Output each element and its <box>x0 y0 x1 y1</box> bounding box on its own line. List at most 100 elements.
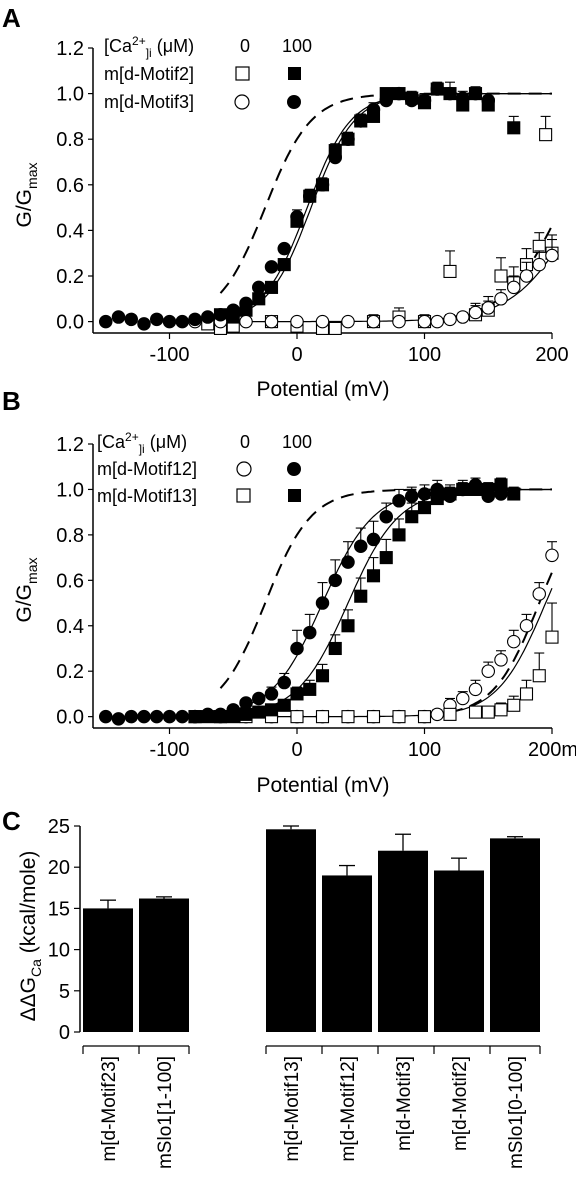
panel-b-point-square <box>468 482 483 496</box>
legend-open-circle <box>236 461 252 477</box>
panel-b-point-circle <box>239 696 253 710</box>
panel-b-point-square <box>532 669 546 683</box>
panel-b-y-tick-label: 1.0 <box>56 479 84 501</box>
panel-a-point-circle <box>201 310 215 324</box>
panel-b-point-square <box>417 501 432 515</box>
panel-c-plot: 0 5 10 15 20 25 m[d-Motif23] mSlo1[1-100] m[d-Mo… <box>48 816 541 1169</box>
panel-b-point-square <box>226 710 240 724</box>
panel-a-point-circle <box>481 93 495 108</box>
panel-a-point-circle <box>519 269 534 283</box>
panel-b-point-circle <box>137 709 151 724</box>
panel-a-point-circle <box>443 86 457 101</box>
panel-c-bar <box>490 838 540 1032</box>
panel-b-y-tick-label: 0.8 <box>56 525 84 547</box>
panel-a-point-circle <box>315 314 330 329</box>
panel-b-legend-row-1: m[d-Motif13] <box>97 486 197 506</box>
panel-a-point-circle <box>175 314 190 329</box>
panel-b-point-square <box>341 619 355 633</box>
panel-b-point-circle <box>302 625 317 640</box>
panel-a-x-tick-label: 0 <box>291 344 302 366</box>
panel-c-bar <box>266 829 316 1032</box>
panel-b-point-square <box>494 478 508 492</box>
panel-c-category-label: mSlo1[1-100] <box>155 1056 176 1169</box>
panel-a-point-circle <box>213 308 228 322</box>
legend-bracket: ] <box>139 442 142 456</box>
panel-a-point-circle <box>137 317 151 331</box>
panel-a-point-circle <box>111 310 126 324</box>
panel-a-legend: [Ca2+]i (μM) 0 100 m[d-Motif2] m[d-Motif… <box>104 34 312 112</box>
panel-a-point-circle <box>506 280 521 295</box>
panel-b-point-square <box>443 707 457 721</box>
panel-a-point-circle <box>494 292 508 306</box>
panel-c-y-tick-label: 15 <box>48 898 70 920</box>
legend-unit: (μM) <box>152 36 194 56</box>
panel-a-y-tick-label: 0.8 <box>56 129 84 151</box>
panel-b-point-circle <box>124 709 139 724</box>
panel-b-point-circle <box>264 687 279 701</box>
panel-c-y-axis-title-unit: (kcal/mole) <box>17 851 40 960</box>
legend-unit: (μM) <box>145 432 187 452</box>
panel-b-y-tick-label: 0.4 <box>56 616 84 638</box>
panel-b-y-tick-label: 0.6 <box>56 570 84 592</box>
panel-a-point-square <box>252 292 266 306</box>
legend-ca: [Ca <box>97 432 126 452</box>
panel-b-point-circle <box>430 707 444 722</box>
panel-b-point-circle <box>328 573 342 588</box>
panel-b-point-circle <box>392 494 406 508</box>
panel-b-point-circle <box>341 555 355 569</box>
panel-a: A 0.0 0.2 0.4 0.6 0.8 1.0 1.2 -100 0 100 200 Poten… <box>2 3 569 401</box>
panel-a-point-circle <box>392 86 406 101</box>
panel-a-point-square <box>264 280 279 294</box>
panel-a-point-circle <box>366 102 381 117</box>
panel-b-x-tick-label: -100 <box>149 739 189 761</box>
panel-b-point-square <box>315 710 330 724</box>
panel-c-y-axis-title: ΔΔGCa (kcal/mole) <box>17 851 44 1022</box>
panel-b-point-square <box>264 703 279 717</box>
panel-c-y-tick-label: 0 <box>59 1022 70 1044</box>
panel-b-point-square <box>277 698 291 712</box>
panel-b-point-square <box>507 698 521 712</box>
panel-b-point-circle <box>481 664 495 678</box>
panel-a-y-axis-title-sub: max <box>24 163 40 189</box>
panel-a-point-circle <box>392 314 406 329</box>
panel-b-point-square <box>545 630 559 644</box>
panel-a-point-circle <box>341 314 355 329</box>
panel-a-point-circle <box>162 314 177 329</box>
panel-b-point-square <box>392 528 406 542</box>
panel-a-point-circle <box>277 241 291 256</box>
panel-b-x-tick-label: 100 <box>408 739 441 761</box>
panel-a-x-tick-label: 100 <box>408 344 441 366</box>
panel-a-point-circle <box>239 314 253 329</box>
panel-b-point-circle <box>277 675 291 690</box>
panel-c-y-tick-label: 5 <box>59 981 70 1003</box>
panel-a-legend-row-1: m[d-Motif3] <box>104 92 194 112</box>
panel-a-y-tick-label: 1.0 <box>56 84 84 106</box>
panel-a-point-circle <box>252 280 266 295</box>
panel-a-legend-col-100: 100 <box>282 36 312 56</box>
panel-b-point-square <box>519 687 534 701</box>
panel-b-point-square <box>366 710 381 724</box>
legend-ca-sup: 2+ <box>132 34 146 48</box>
panel-b-point-square <box>188 710 202 724</box>
panel-a-y-axis-title-main: G/G <box>13 189 36 228</box>
panel-b-point-square <box>481 482 495 496</box>
panel-b-point-square <box>354 589 368 603</box>
legend-filled-circle <box>287 95 301 109</box>
legend-filled-square <box>288 67 301 80</box>
panel-a-y-tick-label: 0.6 <box>56 175 84 197</box>
panel-a-point-circle <box>188 312 202 327</box>
panel-b-point-square <box>201 710 215 724</box>
panel-a-point-circle <box>430 82 444 96</box>
panel-b-point-circle <box>545 548 559 563</box>
panel-b-point-square <box>417 710 432 724</box>
panel-a-point-circle <box>226 303 241 317</box>
panel-b-point-circle <box>519 619 534 633</box>
panel-b-point-square <box>443 487 457 501</box>
panel-b-point-circle <box>506 634 521 649</box>
panel-a-point-circle <box>455 91 470 105</box>
panel-b-point-square <box>328 641 342 656</box>
panel-a-point-circle <box>481 301 495 315</box>
legend-filled-circle <box>287 462 301 476</box>
panel-a-point-circle <box>417 93 432 108</box>
